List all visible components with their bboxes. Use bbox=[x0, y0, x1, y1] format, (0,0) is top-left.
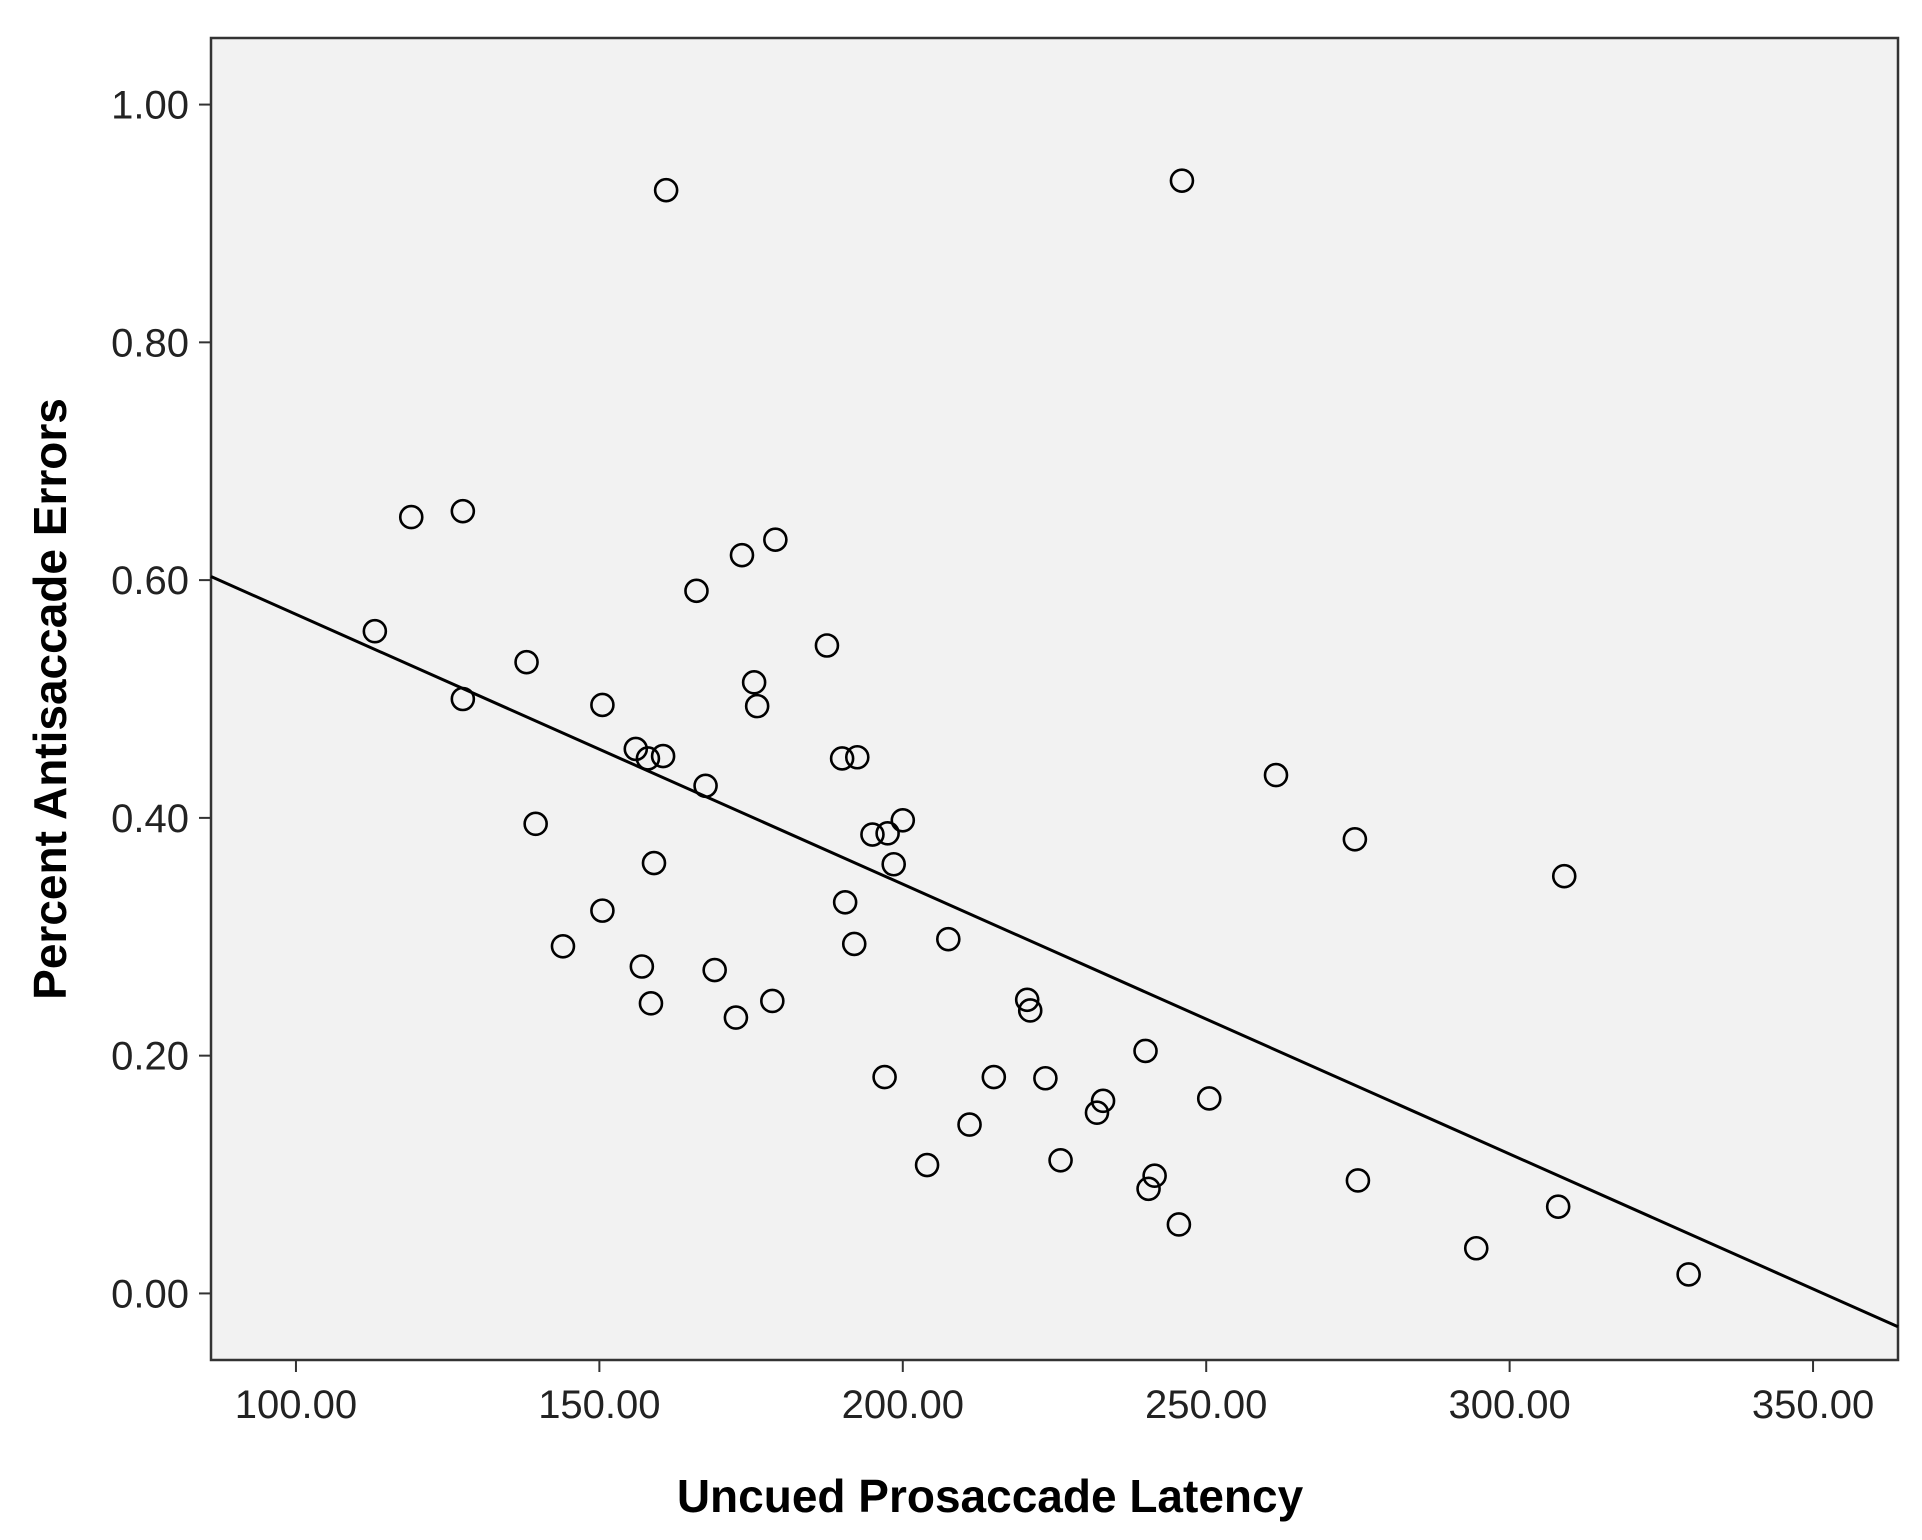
data-point bbox=[398, 504, 424, 530]
x-axis: 100.00 150.00 200.00 250.00 300.00 350.00 bbox=[235, 1360, 1874, 1427]
data-point bbox=[844, 744, 870, 770]
data-point bbox=[590, 898, 615, 923]
x-tick-label: 200.00 bbox=[842, 1383, 964, 1427]
x-tick-label: 100.00 bbox=[235, 1383, 357, 1427]
x-tick-label: 150.00 bbox=[538, 1383, 660, 1427]
data-point bbox=[635, 746, 661, 771]
data-point bbox=[860, 822, 885, 847]
data-point bbox=[1166, 1212, 1192, 1237]
data-point bbox=[1142, 1163, 1167, 1189]
data-point bbox=[450, 498, 476, 524]
data-point bbox=[1463, 1235, 1489, 1261]
y-tick-label: 0.60 bbox=[111, 559, 189, 603]
data-point bbox=[1545, 1194, 1571, 1219]
data-point bbox=[832, 889, 858, 915]
fit-line bbox=[210, 575, 1899, 1329]
data-point bbox=[590, 692, 615, 718]
data-point bbox=[1169, 168, 1195, 193]
data-point bbox=[875, 821, 900, 846]
data-point bbox=[1033, 1065, 1058, 1091]
data-point bbox=[1345, 1168, 1371, 1193]
data-point bbox=[514, 649, 539, 675]
data-point bbox=[629, 954, 655, 979]
data-point bbox=[760, 988, 785, 1014]
data-point bbox=[450, 686, 476, 712]
data-point bbox=[641, 850, 667, 876]
y-axis-title: Percent Antisaccade Errors bbox=[24, 398, 76, 1000]
data-point bbox=[638, 991, 664, 1016]
data-point bbox=[957, 1112, 982, 1137]
x-tick-label: 250.00 bbox=[1145, 1383, 1267, 1427]
data-point bbox=[729, 542, 755, 568]
data-point bbox=[1196, 1086, 1222, 1111]
data-point bbox=[936, 926, 961, 952]
data-point bbox=[814, 633, 840, 658]
data-point bbox=[829, 746, 855, 771]
y-tick-label: 1.00 bbox=[111, 84, 189, 128]
data-point bbox=[914, 1152, 940, 1178]
data-point bbox=[881, 851, 906, 877]
data-point bbox=[723, 1005, 749, 1030]
data-point bbox=[1090, 1088, 1116, 1114]
data-point bbox=[763, 527, 788, 552]
data-points bbox=[362, 168, 1701, 1287]
data-point bbox=[684, 578, 709, 604]
data-point bbox=[1133, 1038, 1158, 1064]
data-point bbox=[702, 957, 727, 983]
data-point bbox=[1676, 1262, 1701, 1287]
data-point bbox=[872, 1064, 897, 1090]
data-point bbox=[1048, 1147, 1073, 1173]
y-axis: 0.00 0.20 0.40 0.60 0.80 1.00 bbox=[111, 84, 211, 1316]
data-point bbox=[362, 618, 388, 644]
data-point bbox=[1551, 863, 1577, 889]
data-point bbox=[1342, 826, 1368, 852]
data-point bbox=[890, 807, 916, 833]
y-tick-label: 0.00 bbox=[111, 1272, 189, 1316]
x-axis-title: Uncued Prosaccade Latency bbox=[677, 1470, 1304, 1522]
data-point bbox=[1136, 1176, 1161, 1202]
data-point bbox=[1084, 1100, 1110, 1126]
x-tick-label: 300.00 bbox=[1448, 1383, 1570, 1427]
fit-line-group bbox=[210, 575, 1899, 1329]
data-point bbox=[523, 811, 548, 837]
data-point bbox=[1263, 762, 1289, 788]
y-tick-label: 0.40 bbox=[111, 797, 189, 841]
plot-area bbox=[209, 36, 1900, 1362]
data-point bbox=[650, 743, 676, 769]
data-point bbox=[1017, 998, 1043, 1023]
data-point bbox=[550, 933, 576, 959]
data-point bbox=[741, 670, 767, 695]
data-point bbox=[981, 1064, 1007, 1090]
data-point bbox=[1014, 987, 1040, 1013]
y-tick-label: 0.20 bbox=[111, 1035, 189, 1079]
data-point bbox=[653, 177, 679, 203]
data-point bbox=[693, 773, 718, 799]
x-tick-label: 350.00 bbox=[1752, 1383, 1874, 1427]
data-point bbox=[744, 693, 770, 719]
y-tick-label: 0.80 bbox=[111, 321, 189, 365]
data-point bbox=[841, 931, 867, 957]
